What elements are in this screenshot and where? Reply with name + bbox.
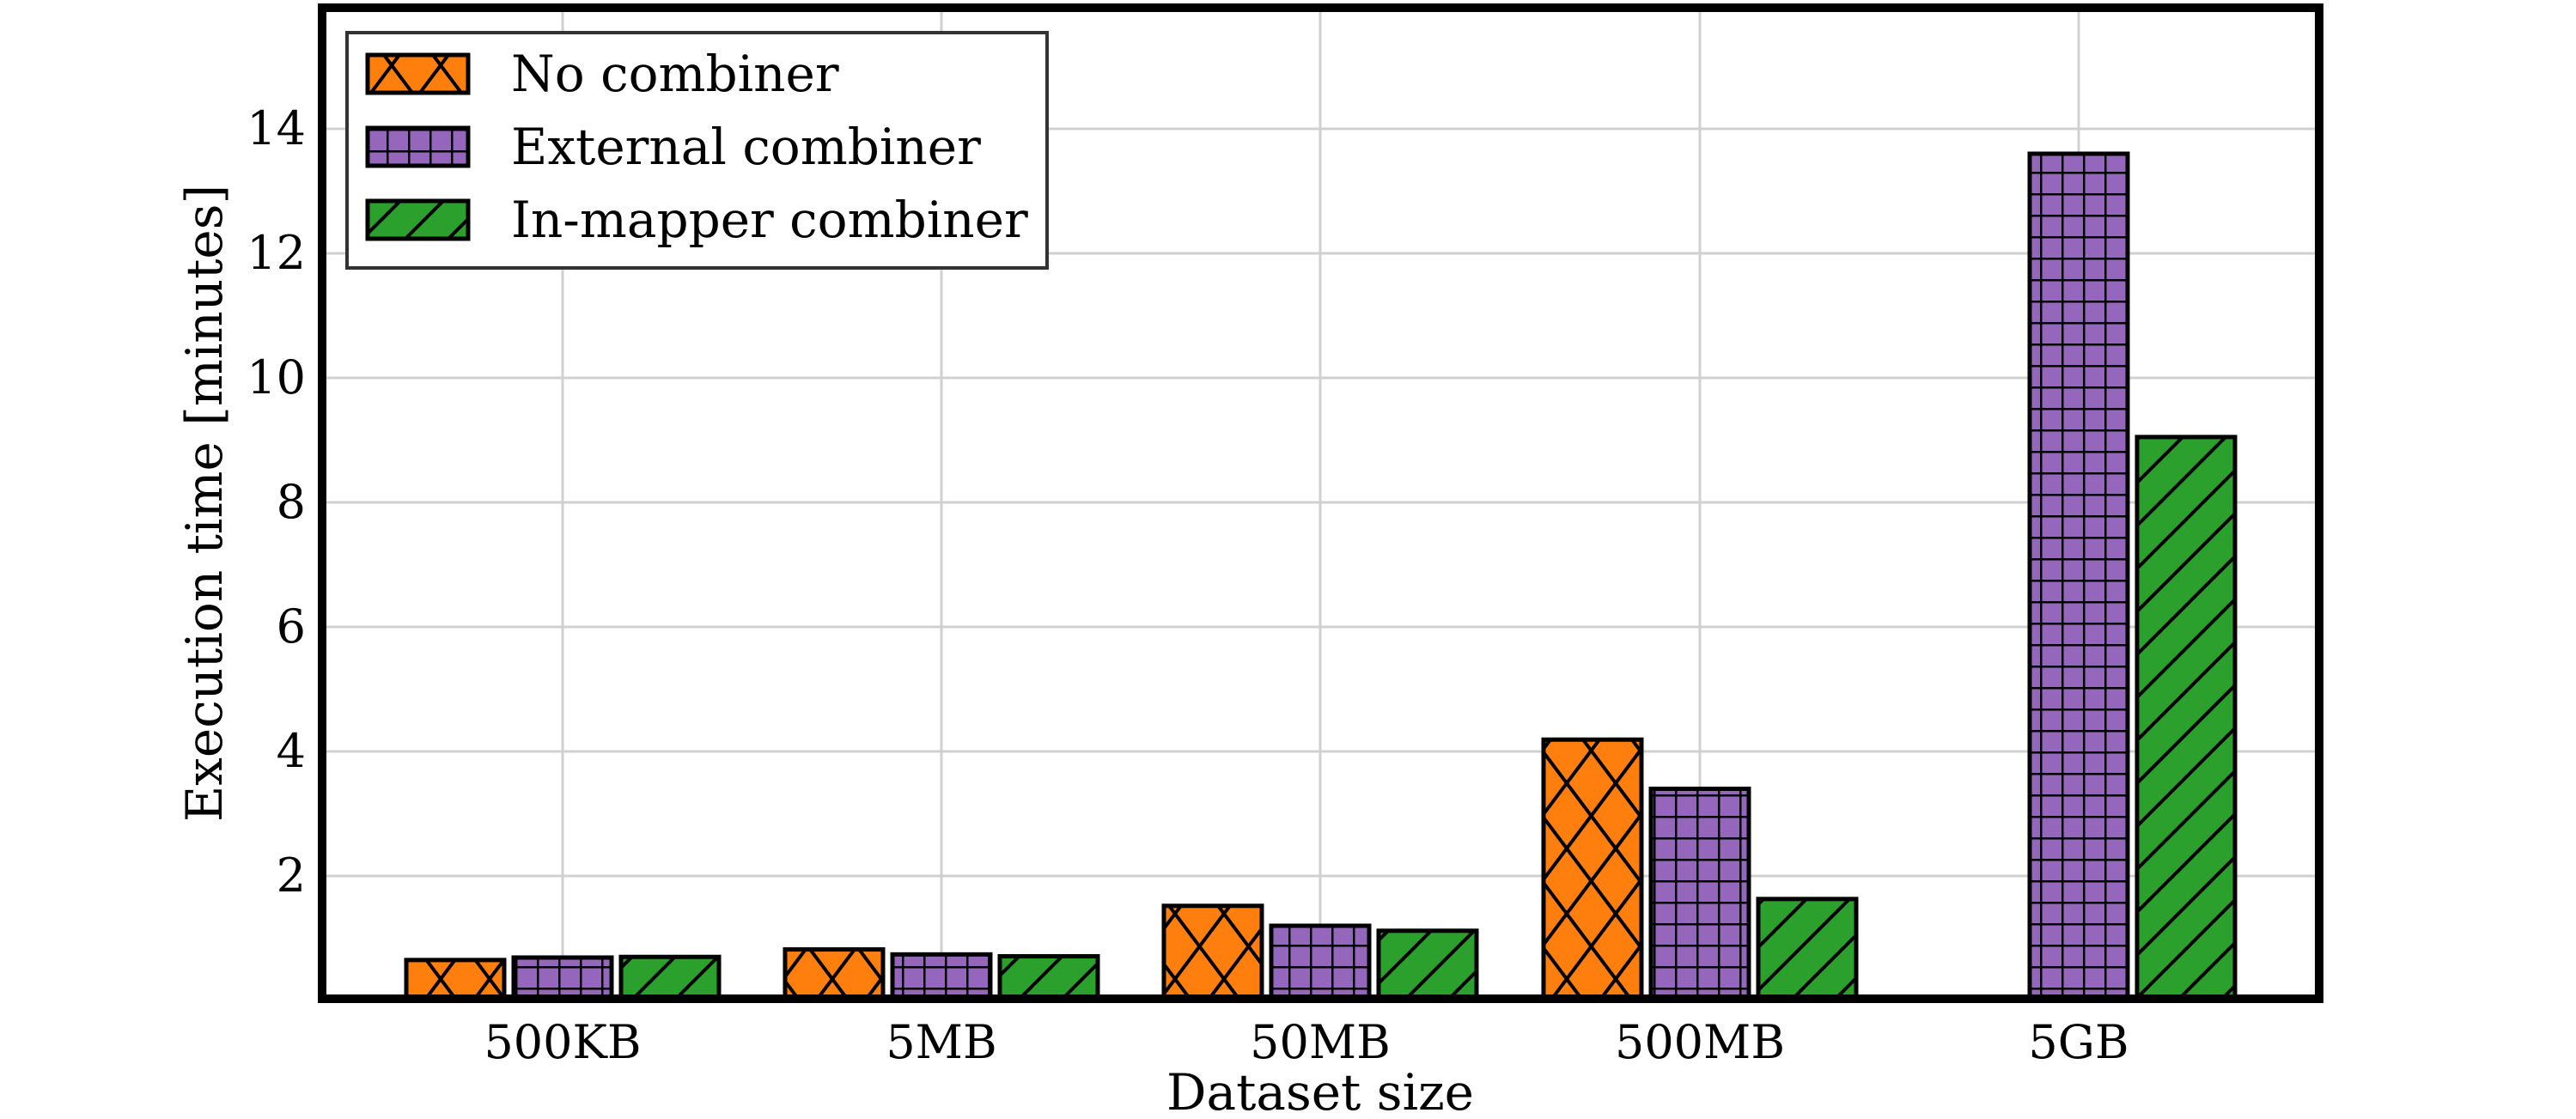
y-tick-label: 6	[277, 599, 306, 654]
legend-swatch	[365, 198, 471, 241]
y-tick-label: 14	[247, 101, 306, 155]
legend: No combiner External combiner In-mapper co…	[345, 31, 1049, 270]
bar-external-combiner-5gb	[2027, 151, 2130, 1003]
y-tick-label: 12	[247, 226, 306, 280]
legend-label: External combiner	[511, 118, 981, 176]
x-tick-label: 500KB	[484, 1015, 641, 1069]
bar-external-combiner-500kb	[511, 955, 614, 1003]
legend-swatch	[365, 125, 471, 168]
x-tick-label: 500MB	[1615, 1015, 1785, 1069]
legend-swatch	[365, 52, 471, 95]
bar-no-combiner-500mb	[1541, 737, 1644, 1003]
bar-no-combiner-50mb	[1161, 903, 1264, 1003]
bar-in-mapper-combiner-5gb	[2134, 435, 2238, 1003]
x-tick-label: 50MB	[1250, 1015, 1391, 1069]
y-tick-label: 8	[277, 475, 306, 529]
bar-in-mapper-combiner-5mb	[997, 954, 1100, 1003]
y-tick-label: 10	[247, 350, 306, 404]
legend-label: No combiner	[511, 45, 839, 103]
y-tick-label: 2	[277, 848, 306, 903]
legend-label: In-mapper combiner	[511, 191, 1028, 249]
x-tick-labels: 500KB 5MB 50MB 500MB 5GB	[484, 1015, 2128, 1069]
bar-no-combiner-5mb	[783, 947, 886, 1003]
bar-in-mapper-combiner-500mb	[1756, 897, 1859, 1003]
bar-no-combiner-500kb	[404, 958, 507, 1003]
x-tick-label: 5MB	[886, 1015, 996, 1069]
y-axis-label: Execution time [minutes]	[175, 185, 234, 822]
bar-in-mapper-combiner-500kb	[618, 954, 722, 1003]
bar-external-combiner-5mb	[890, 952, 993, 1003]
plot-frame	[318, 3, 2323, 1003]
x-axis-label: Dataset size	[1166, 1063, 1474, 1119]
bars	[404, 151, 2238, 1003]
bar-external-combiner-50mb	[1269, 923, 1372, 1003]
y-tick-label: 4	[277, 724, 306, 778]
x-tick-label: 5GB	[2028, 1015, 2128, 1069]
bar-in-mapper-combiner-50mb	[1376, 928, 1479, 1003]
y-tick-labels: 2 4 6 8 10 12 14	[247, 101, 306, 903]
bar-external-combiner-500mb	[1648, 787, 1751, 1003]
